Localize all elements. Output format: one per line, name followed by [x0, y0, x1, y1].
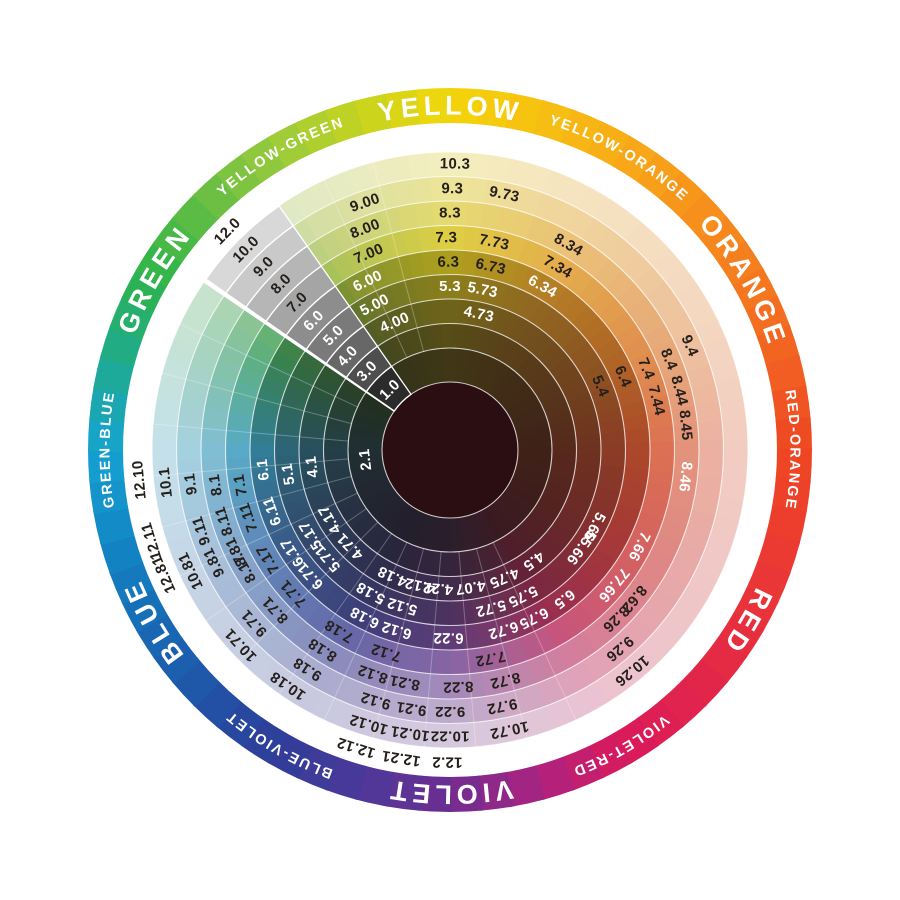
hue-label-red-orange: RED-ORANGE — [781, 389, 802, 512]
tone-number: 8.22 — [443, 678, 474, 696]
tone-number: 5.73 — [466, 279, 499, 302]
tone-number: 4.22 — [422, 578, 454, 598]
tone-number: 10.22 — [430, 728, 469, 745]
tone-number: 8.1 — [206, 473, 226, 497]
tone-number: 10.3 — [440, 155, 471, 173]
tone-number: 8.3 — [439, 205, 461, 222]
tone-number: 7.72 — [474, 647, 507, 669]
tone-number: 9.73 — [488, 183, 521, 206]
tone-number: 12.10 — [129, 460, 150, 500]
tone-number: 9.3 — [441, 180, 463, 197]
tone-number: 4.73 — [462, 303, 495, 326]
tone-number: 9.1 — [181, 472, 201, 496]
level-rings — [152, 152, 748, 748]
tone-number: 9.72 — [486, 695, 519, 718]
tone-number: 2.1 — [356, 448, 375, 472]
hue-label-green-blue: GREEN-BLUE — [97, 390, 118, 510]
tone-number: 7.73 — [478, 231, 511, 254]
tone-number: 6.3 — [437, 254, 459, 271]
tone-number: 7.3 — [435, 229, 457, 246]
tone-number: 6.1 — [254, 458, 273, 481]
hue-label-red: RED — [716, 584, 778, 661]
tone-number: 10.21 — [390, 722, 431, 744]
hue-band — [88, 88, 813, 813]
tone-number: 12.21 — [381, 747, 422, 770]
neutral-wedge — [204, 204, 412, 412]
tone-number: 6.73 — [474, 255, 507, 278]
tone-number: 5.3 — [439, 278, 461, 295]
tone-number: 7.1 — [230, 473, 250, 497]
tone-number: 8.45 — [675, 409, 695, 441]
tone-number: 10.1 — [156, 466, 176, 498]
center-circle — [382, 382, 518, 518]
tone-number: 9.21 — [395, 698, 428, 719]
tone-number: 9.22 — [435, 703, 465, 720]
tone-number: 4.12 — [403, 574, 436, 597]
tone-number: 6.22 — [433, 629, 464, 646]
tone-number: 4.07 — [454, 577, 487, 598]
tone-number: 12.11 — [138, 520, 165, 562]
neutral-cell — [365, 365, 412, 412]
hue-label-violet: VIOLET — [384, 774, 515, 810]
tone-number: 7.44 — [645, 384, 669, 418]
tone-number: 8.72 — [489, 668, 523, 692]
tone-number: 8.21 — [388, 671, 421, 693]
tone-number: 12.2 — [432, 753, 463, 770]
radial-separators — [153, 162, 577, 747]
tone-number: 5.1 — [278, 462, 298, 486]
tone-number: 8.46 — [675, 461, 695, 493]
tone-number: 4.1 — [302, 455, 322, 479]
ring-separators — [151, 151, 749, 749]
